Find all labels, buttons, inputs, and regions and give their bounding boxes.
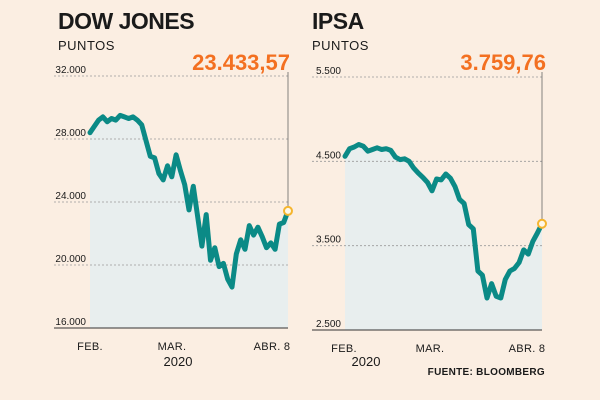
y-tick-label: 28.000: [55, 128, 86, 139]
x-tick-label: FEB.: [331, 343, 357, 355]
last-value-label: 23.433,57: [192, 50, 290, 75]
x-year-label: 2020: [352, 354, 381, 369]
y-axis-label: PUNTOS: [58, 38, 115, 53]
dow-jones-chart: 16.000 20.000 24.000 28.000 32.000 FEB. MAR. AB…: [54, 65, 293, 369]
x-tick-label: FEB.: [77, 341, 103, 353]
y-tick-label: 20.000: [55, 254, 86, 265]
x-tick-label: MAR.: [416, 343, 445, 355]
y-tick-label: 3.500: [316, 235, 341, 246]
source-note: FUENTE: BLOOMBERG: [427, 367, 545, 378]
series-line: [342, 142, 545, 301]
chart-title: IPSA: [312, 8, 364, 34]
x-tick-label: ABR. 8: [509, 343, 546, 355]
y-tick-label: 24.000: [55, 191, 86, 202]
last-value-marker: [537, 218, 547, 229]
y-tick-label: 4.500: [316, 150, 341, 161]
last-value-label: 3.759,76: [460, 50, 546, 75]
y-tick-label: 2.500: [316, 319, 341, 330]
y-axis-label: PUNTOS: [312, 38, 369, 53]
x-year-label: 2020: [164, 354, 193, 369]
y-tick-label: 16.000: [55, 317, 86, 328]
x-tick-label: MAR.: [158, 341, 187, 353]
ipsa-panel: IPSA PUNTOS 3.759,76 2.500 3.500 4.500 5.50…: [300, 0, 600, 400]
x-tick-label: ABR. 8: [254, 341, 291, 353]
series-line: [87, 112, 291, 290]
dow-jones-panel: DOW JONES PUNTOS 23.433,57 16.000 20.000 2…: [54, 8, 293, 369]
ipsa-chart: 2.500 3.500 4.500 5.500 FEB. MAR. ABR. 8 2020: [312, 66, 547, 369]
y-tick-label: 32.000: [55, 65, 86, 76]
chart-title: DOW JONES: [58, 8, 195, 34]
area-fill: [345, 144, 542, 330]
area-fill: [90, 115, 288, 329]
y-tick-label: 5.500: [316, 66, 341, 77]
last-value-marker: [283, 205, 293, 216]
